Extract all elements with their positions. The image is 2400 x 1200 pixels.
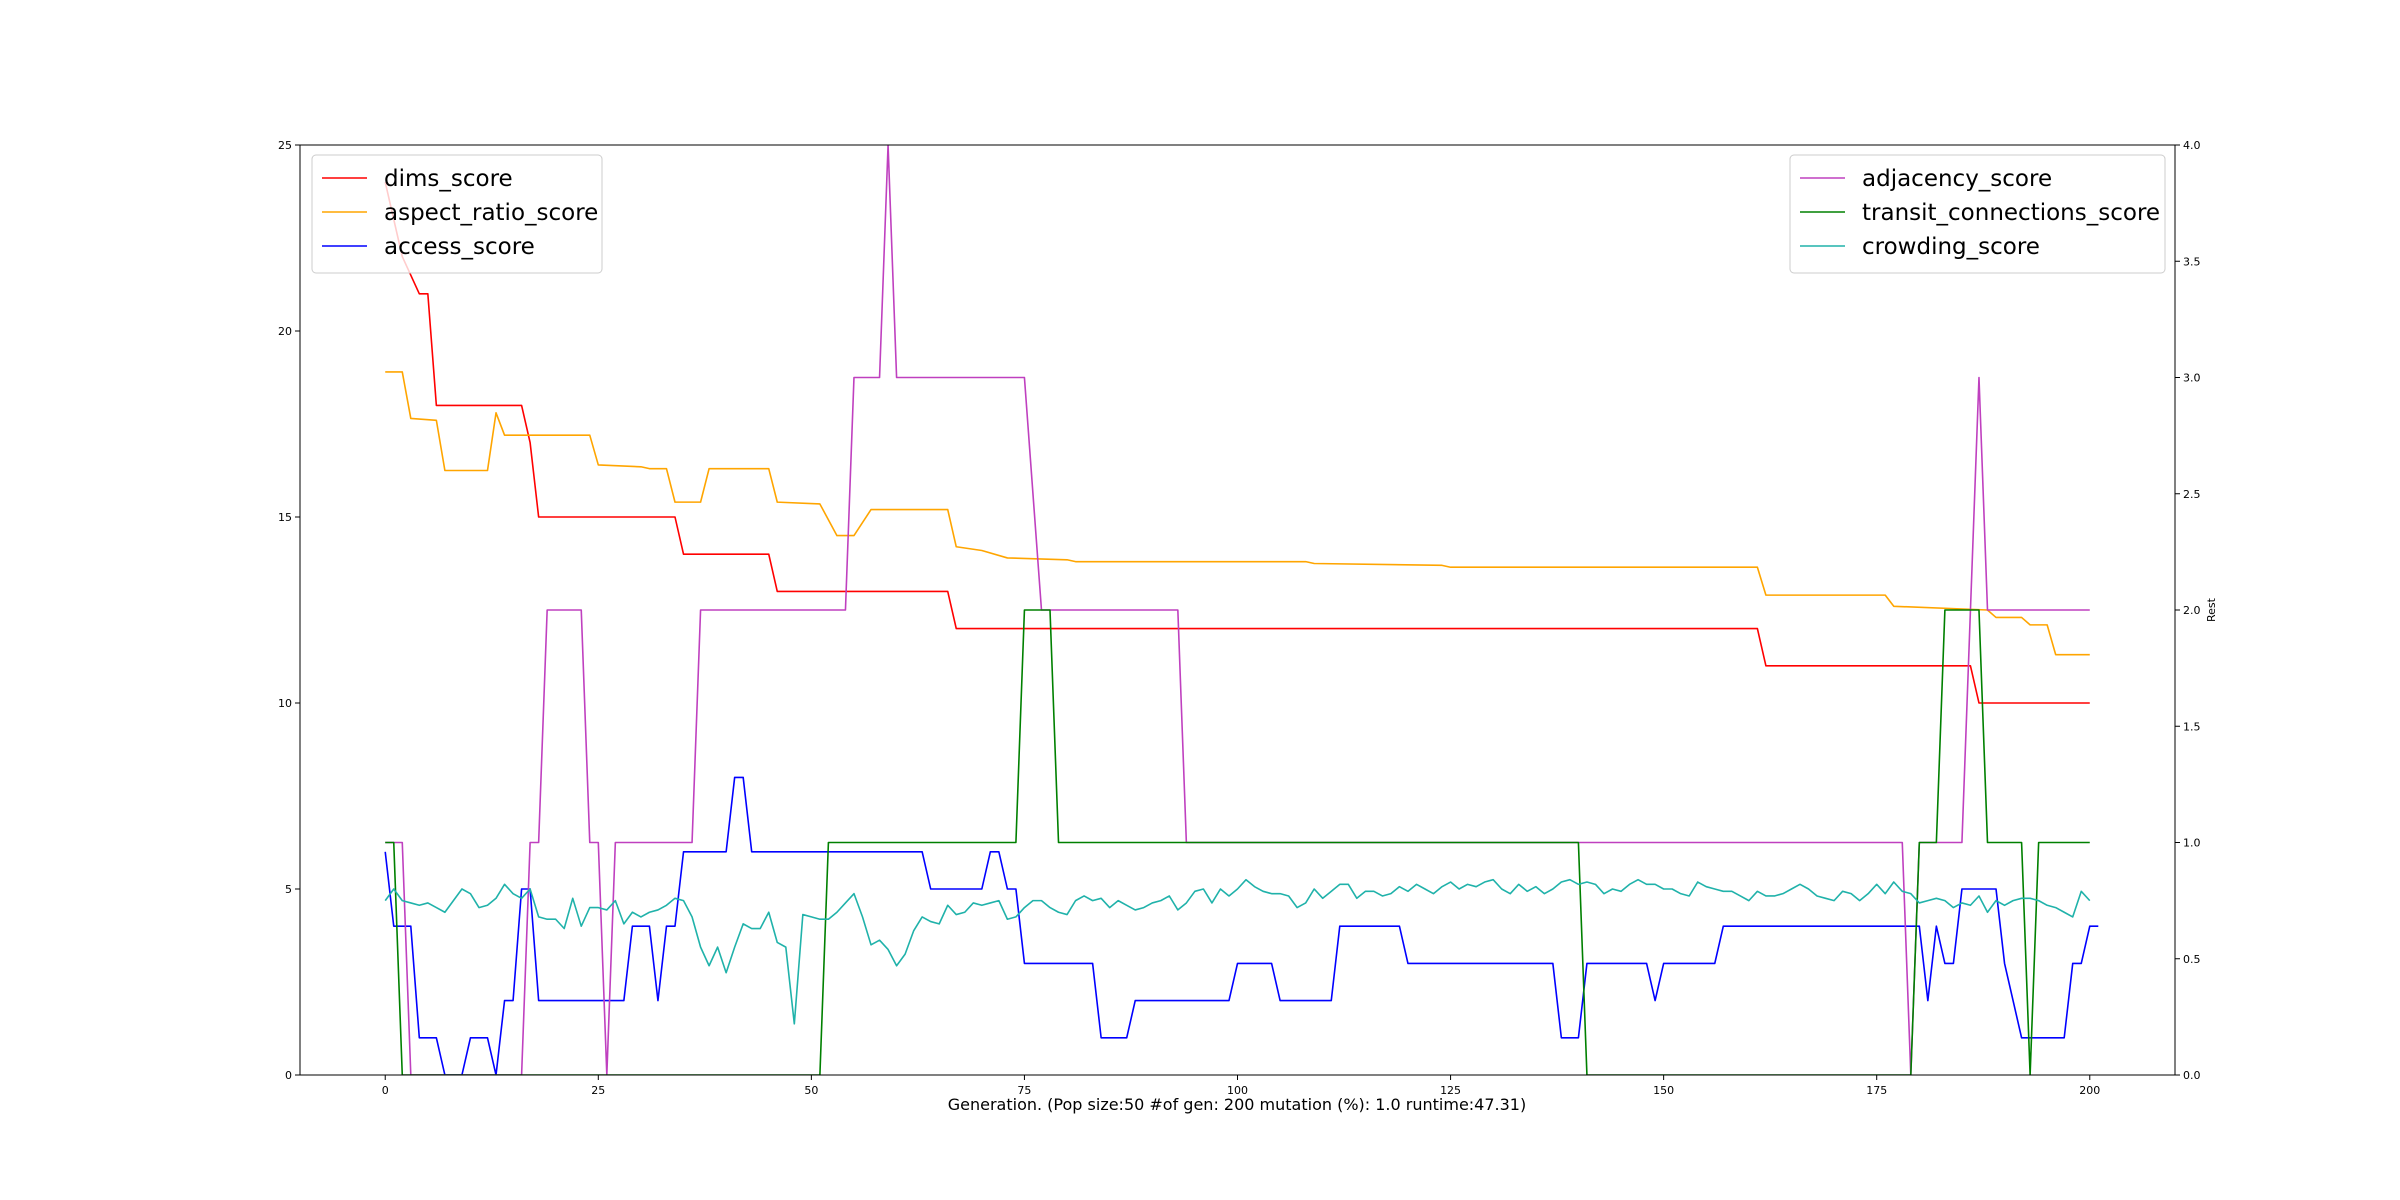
x-tick-label: 50 [804, 1084, 818, 1097]
series-line-dims-score [384, 182, 2090, 704]
y-tick-label: 15 [278, 511, 292, 524]
x-tick-label: 75 [1017, 1084, 1031, 1097]
x-tick-label: 200 [2079, 1084, 2100, 1097]
legend-label: dims_score [384, 166, 513, 192]
y2-tick-label: 1.0 [2183, 837, 2201, 850]
y2-tick-label: 0.0 [2183, 1069, 2201, 1082]
legend-label: aspect_ratio_score [384, 200, 598, 226]
y-tick-label: 10 [278, 697, 292, 710]
y-tick-label: 20 [278, 325, 292, 338]
legend-label: access_score [384, 234, 535, 260]
y-axis-right: 0.0 0.5 1.0 1.5 2.0 2.5 3.0 3.5 4.0 [2175, 139, 2201, 1082]
series-line-crowding-score [384, 878, 2091, 1025]
x-tick-label: 25 [591, 1084, 605, 1097]
x-tick-label: 100 [1227, 1084, 1248, 1097]
x-tick-label: 175 [1866, 1084, 1887, 1097]
y2-tick-label: 0.5 [2183, 953, 2201, 966]
legend-box [311, 154, 603, 274]
series-line-aspect-ratio-score [385, 371, 2090, 656]
y2-tick-label: 3.5 [2183, 255, 2201, 268]
y-tick-label: 5 [285, 883, 292, 896]
y2-tick-label: 4.0 [2183, 139, 2201, 152]
y-axis-left: 0 5 10 15 20 25 [278, 139, 300, 1082]
series-line-access-score [384, 776, 2099, 1075]
y-tick-label: 25 [278, 139, 292, 152]
y-tick-label: 0 [285, 1069, 292, 1082]
legend-label: crowding_score [1862, 234, 2040, 260]
legend-right: adjacency_score transit_connections_score… [1789, 154, 2166, 274]
series-line-transit-connections-score [385, 609, 2090, 1075]
y2-tick-label: 3.0 [2183, 372, 2201, 385]
legend-label: transit_connections_score [1862, 200, 2160, 226]
y2-tick-label: 2.5 [2183, 488, 2201, 501]
legend-label: adjacency_score [1862, 166, 2052, 192]
legend-box [1789, 154, 2166, 274]
y2-tick-label: 2.0 [2183, 604, 2201, 617]
x-tick-label: 125 [1440, 1084, 1461, 1097]
x-tick-label: 0 [382, 1084, 389, 1097]
legend-left: dims_score aspect_ratio_score access_score [311, 154, 603, 274]
x-axis-label: Generation. (Pop size:50 #of gen: 200 mu… [948, 1095, 1526, 1114]
y2-tick-label: 1.5 [2183, 720, 2201, 733]
y2-axis-label: Rest [2205, 597, 2218, 622]
x-tick-label: 150 [1653, 1084, 1674, 1097]
series-layer [384, 145, 2099, 1075]
x-axis: 0 25 50 75 100 125 150 175 200 [382, 1075, 2100, 1097]
